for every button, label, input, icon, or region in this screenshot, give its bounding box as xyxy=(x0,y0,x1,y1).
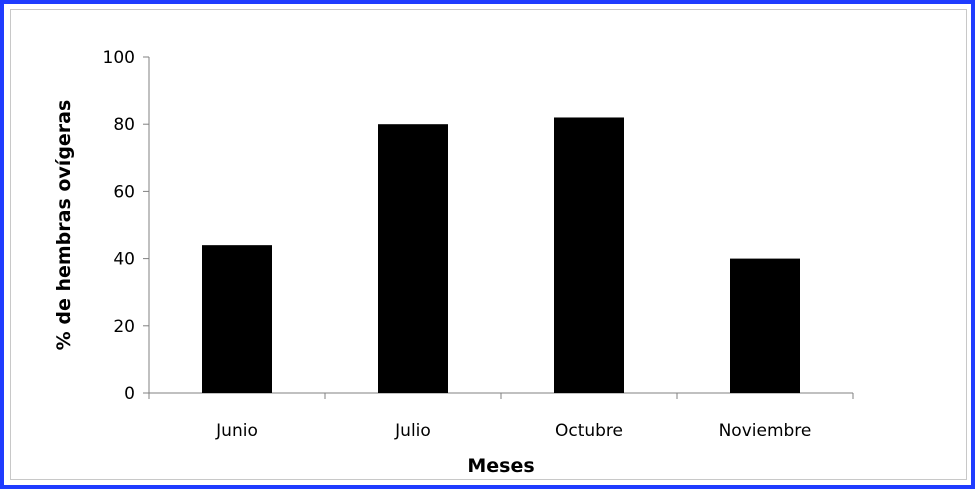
bar xyxy=(202,245,272,393)
y-tick-label: 100 xyxy=(103,48,135,68)
x-axis-title: Meses xyxy=(467,455,534,477)
x-tick-label: Julio xyxy=(394,421,431,441)
bar xyxy=(378,124,448,393)
bar xyxy=(554,117,624,393)
y-tick-label: 80 xyxy=(113,115,135,135)
y-axis-title: % de hembras ovígeras xyxy=(53,100,75,351)
x-tick-label: Noviembre xyxy=(719,421,812,441)
chart-area-border xyxy=(10,9,967,480)
bar xyxy=(730,258,800,393)
chart-bars xyxy=(202,117,800,393)
x-tick-label: Octubre xyxy=(555,421,623,441)
chart-labels: 0 20 40 60 80 100 Junio Julio Octubre Noviembre xyxy=(103,48,812,441)
x-tick-label: Junio xyxy=(215,421,258,441)
y-tick-label: 20 xyxy=(113,317,135,337)
y-tick-label: 60 xyxy=(113,182,135,202)
y-tick-label: 40 xyxy=(113,250,135,270)
y-tick-label: 0 xyxy=(124,384,135,404)
